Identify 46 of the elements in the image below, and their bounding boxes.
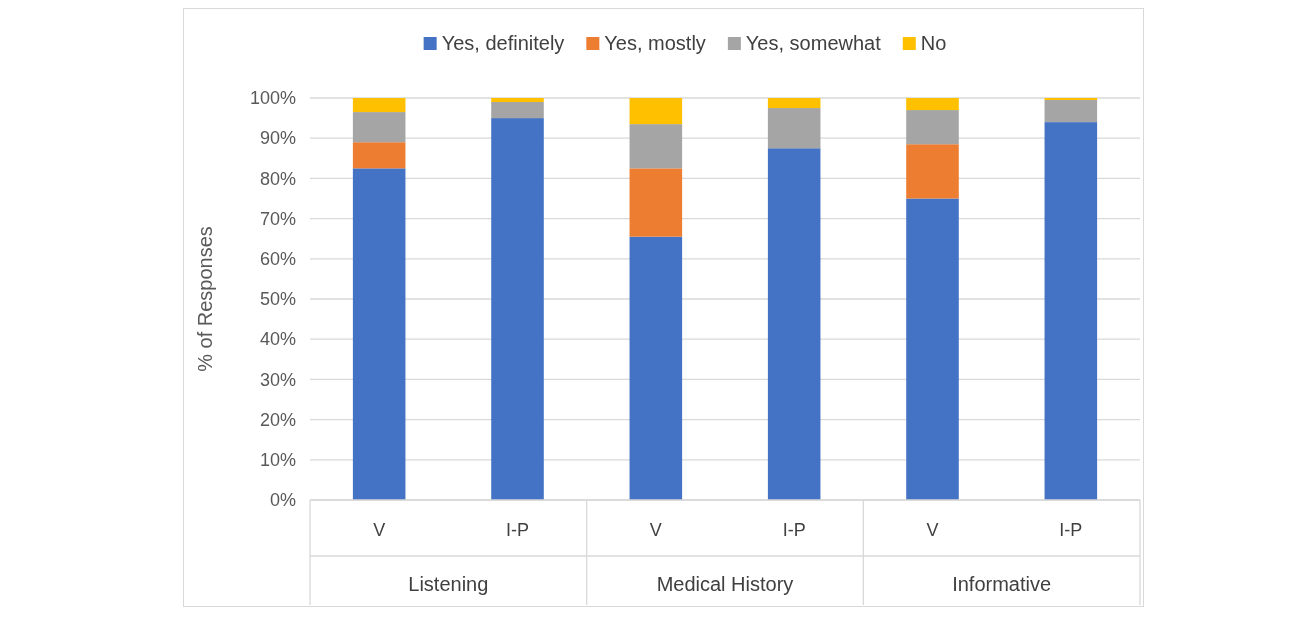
bar [629, 168, 683, 237]
bar [352, 168, 406, 500]
y-tick-label: 80% [259, 168, 296, 189]
x-tick-label: I-P [1059, 520, 1083, 540]
bar [767, 148, 821, 500]
bar [906, 198, 959, 500]
bar [906, 98, 959, 111]
legend-label: Yes, definitely [441, 32, 565, 54]
bar [629, 124, 683, 169]
y-tick-label: 100% [249, 88, 296, 109]
bar [491, 118, 544, 500]
bar [1044, 122, 1098, 500]
bar [1044, 98, 1098, 101]
y-tick-label: 60% [259, 249, 296, 270]
bar [491, 98, 544, 103]
bar [352, 98, 406, 113]
legend-label: No [920, 32, 947, 54]
bar [906, 110, 959, 145]
y-tick-label: 0% [269, 490, 296, 511]
x-tick-label: V [926, 520, 939, 540]
bar [352, 142, 406, 169]
legend-label: Yes, mostly [604, 32, 706, 54]
y-tick-label: 50% [259, 289, 296, 310]
bar [906, 144, 959, 199]
bar [767, 108, 821, 149]
x-tick-label: I-P [782, 520, 806, 540]
bar [629, 236, 683, 500]
bar [1044, 100, 1098, 123]
y-tick-label: 40% [259, 329, 296, 350]
text: Informative [952, 573, 1052, 595]
legend-label: Yes, somewhat [745, 32, 882, 54]
x-tick-label: V [649, 520, 662, 540]
bar [352, 112, 406, 143]
text: Listening [408, 573, 489, 595]
y-tick-label: 70% [259, 208, 296, 229]
x-tick-label: I-P [505, 520, 530, 540]
bar [767, 98, 821, 109]
y-tick-label: 90% [259, 128, 296, 149]
x-tick-label: V [373, 520, 386, 540]
y-tick-label: 10% [259, 450, 296, 471]
y-tick-label: 30% [259, 369, 296, 390]
y-tick-label: 20% [259, 409, 296, 430]
bar [629, 98, 683, 125]
text: Medical History [656, 573, 794, 595]
y-axis-title: % of Responses [194, 226, 216, 372]
bar [491, 102, 544, 119]
